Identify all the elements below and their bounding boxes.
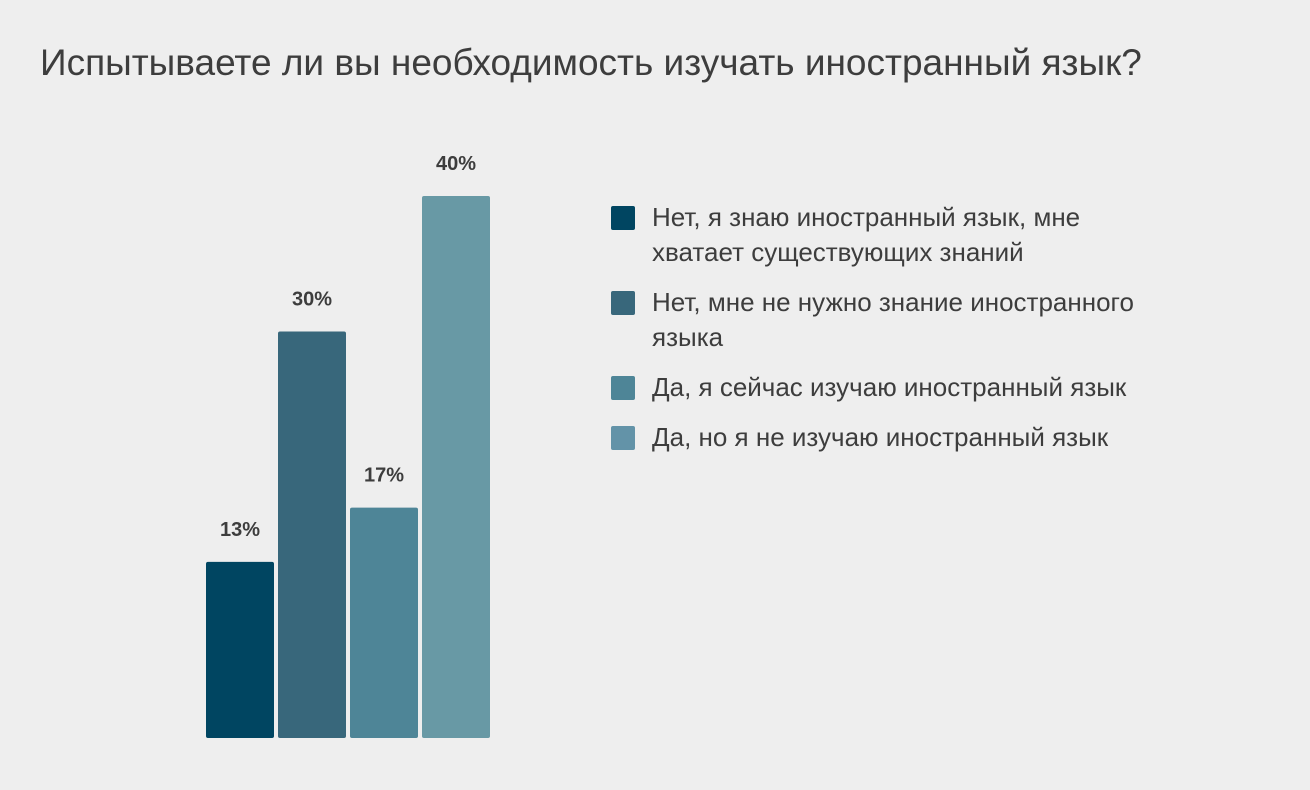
legend-swatch — [611, 291, 635, 315]
legend-item: Нет, я знаю иностранный язык, мне хватае… — [611, 200, 1171, 270]
legend-swatch — [611, 376, 635, 400]
bar — [422, 196, 490, 738]
chart-title: Испытываете ли вы необходимость изучать … — [40, 42, 1142, 83]
bar-value-label: 40% — [436, 153, 476, 175]
legend-swatch — [611, 426, 635, 450]
bar — [350, 507, 418, 738]
legend-label: Нет, я знаю иностранный язык, мне хватае… — [652, 202, 1081, 267]
legend-item: Нет, мне не нужно знание иностранного яз… — [611, 285, 1171, 355]
chart-legend: Нет, я знаю иностранный язык, мне хватае… — [611, 200, 1171, 470]
bar — [278, 331, 346, 738]
legend-label: Да, я сейчас изучаю иностранный язык — [652, 372, 1127, 402]
legend-label: Нет, мне не нужно знание иностранного яз… — [652, 287, 1134, 352]
bar-value-label: 17% — [364, 465, 404, 487]
legend-item: Да, я сейчас изучаю иностранный язык — [611, 370, 1171, 405]
bar — [206, 561, 274, 738]
bar-value-label: 30% — [292, 289, 332, 311]
legend-item: Да, но я не изучаю иностранный язык — [611, 420, 1171, 455]
legend-swatch — [611, 206, 635, 230]
bar-value-label: 13% — [220, 519, 260, 541]
legend-label: Да, но я не изучаю иностранный язык — [652, 422, 1109, 452]
